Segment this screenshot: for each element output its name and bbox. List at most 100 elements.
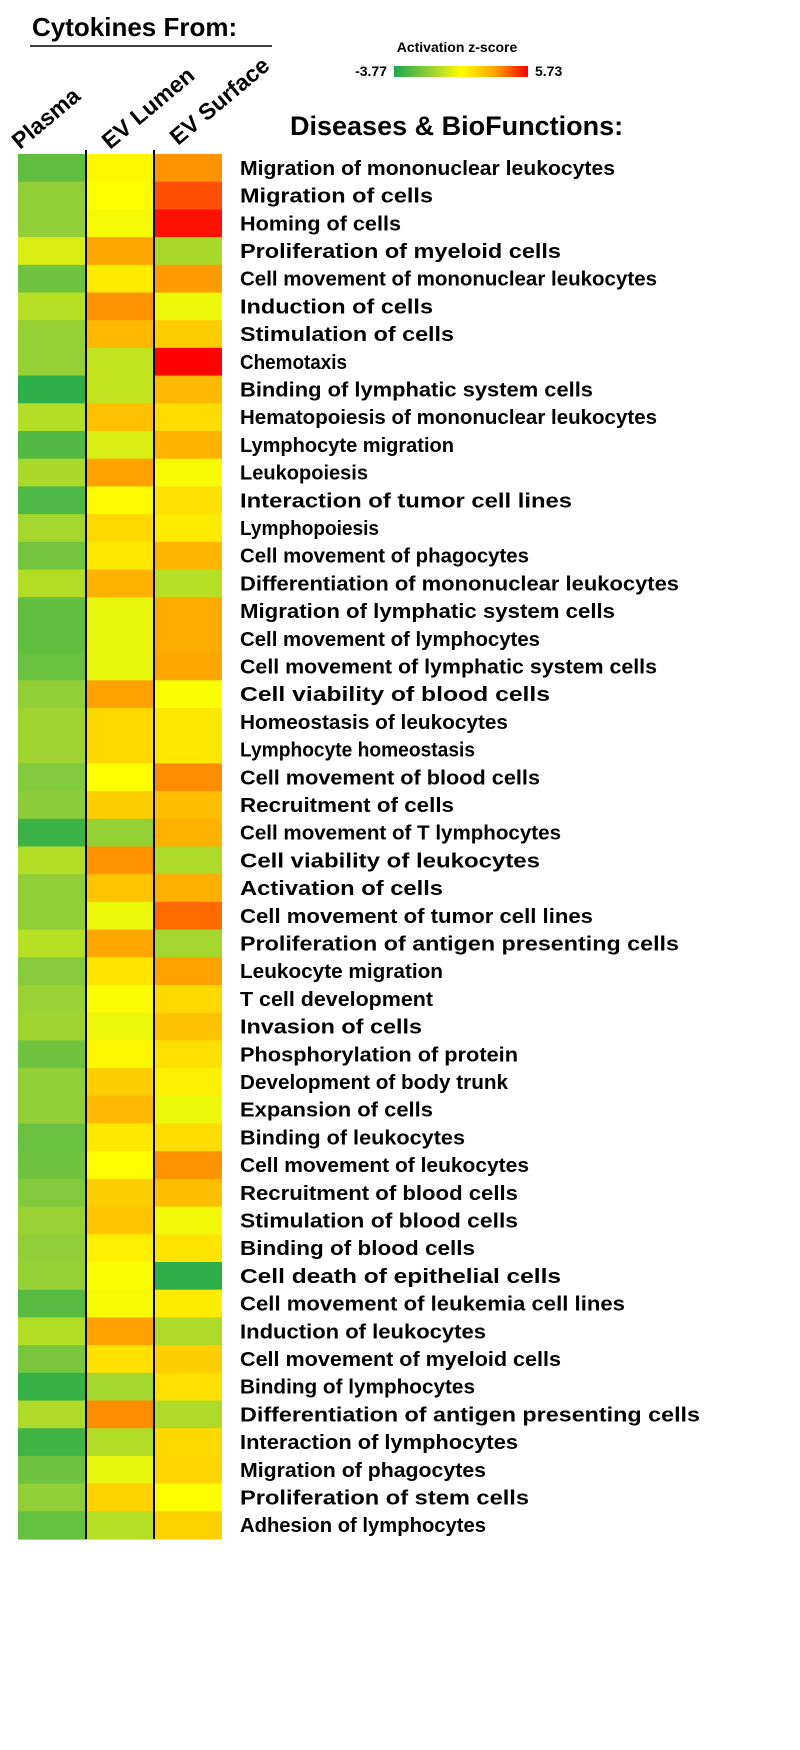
heatmap-cell: [86, 403, 154, 432]
heatmap-cell: [86, 154, 154, 183]
heatmap-cell: [18, 458, 86, 487]
heatmap-cell: [154, 791, 222, 820]
heatmap-cell: [154, 541, 222, 571]
heatmap-cell: [154, 1262, 222, 1291]
row-label: Migration of cells: [240, 186, 433, 208]
heatmap-cell: [154, 569, 222, 598]
colorbar-legend: Activation z-score -3.77 5.73: [355, 39, 562, 79]
row-label: Migration of phagocytes: [240, 1460, 486, 1482]
heatmap-cell: [18, 486, 86, 515]
column-dividers: [85, 150, 155, 1539]
heatmap-cell: [86, 624, 154, 654]
heatmap-cell: [86, 1262, 154, 1291]
heatmap-cell: [154, 1345, 222, 1374]
heatmap-cell: [18, 1345, 86, 1374]
heatmap-cell: [18, 1400, 86, 1429]
row-label: Interaction of tumor cell lines: [240, 490, 572, 512]
row-label: Cell viability of blood cells: [240, 684, 550, 706]
heatmap-cell: [154, 375, 222, 404]
heatmap-cell: [86, 514, 154, 543]
heatmap-cell: [86, 1068, 154, 1097]
heatmap-cell: [86, 431, 154, 460]
heatmap-cell: [18, 708, 86, 737]
row-labels: Migration of mononuclear leukocytes Migra…: [240, 158, 700, 1537]
heatmap-cell: [154, 957, 222, 986]
row-label: Chemotaxis: [240, 352, 347, 374]
heatmap-cell: [18, 597, 86, 626]
heatmap-cell: [18, 541, 86, 571]
row-label: Binding of lymphatic system cells: [240, 379, 593, 401]
heatmap-cell: [86, 1040, 154, 1069]
heatmap-cell: [154, 486, 222, 515]
heatmap-cell: [18, 403, 86, 432]
heatmap-cell: [18, 1262, 86, 1291]
heatmap-cell: [18, 569, 86, 598]
heatmap-cell: [154, 985, 222, 1014]
heatmap-cell: [86, 763, 154, 792]
row-label: Stimulation of cells: [240, 324, 454, 346]
heatmap-cell: [18, 1372, 86, 1402]
heatmap-cell: [18, 1428, 86, 1457]
heatmap-cell: [18, 929, 86, 958]
heatmap-cell: [154, 1206, 222, 1235]
row-label: Differentiation of mononuclear leukocyte…: [240, 573, 679, 595]
heatmap-cell: [18, 264, 86, 294]
heatmap-cell: [86, 1317, 154, 1346]
heatmap-cell: [18, 237, 86, 266]
heatmap-cell: [18, 1206, 86, 1235]
colorbar-gradient: [394, 66, 528, 77]
heatmap-cell: [154, 1400, 222, 1429]
heatmap-cell: [86, 597, 154, 626]
row-label: Binding of leukocytes: [240, 1127, 465, 1149]
heatmap-cell: [86, 1372, 154, 1402]
row-label: Hematopoiesis of mononuclear leukocytes: [240, 407, 657, 429]
heatmap-cell: [18, 652, 86, 681]
row-label: Binding of lymphocytes: [240, 1377, 475, 1399]
row-label: Recruitment of blood cells: [240, 1183, 518, 1205]
heatmap-cell: [86, 458, 154, 487]
heatmap-cell: [154, 403, 222, 432]
heatmap-cell: [154, 1123, 222, 1152]
heatmap-cell: [86, 1511, 154, 1540]
row-label: Expansion of cells: [240, 1100, 433, 1122]
heatmap-cell: [154, 1428, 222, 1457]
heatmap-cell: [86, 1455, 154, 1485]
heatmap-cell: [154, 1455, 222, 1485]
heatmap-cell: [154, 514, 222, 543]
heatmap-cell: [154, 680, 222, 709]
heatmap-cell: [154, 320, 222, 349]
row-axis-title: Diseases & BioFunctions:: [290, 111, 623, 141]
row-label: Cell movement of mononuclear leukocytes: [240, 269, 657, 291]
heatmap-cell: [154, 763, 222, 792]
heatmap-cell: [154, 181, 222, 210]
heatmap-cell: [154, 431, 222, 460]
row-label: Adhesion of lymphocytes: [240, 1515, 486, 1537]
heatmap-cells: [18, 154, 222, 1540]
heatmap-cell: [18, 957, 86, 986]
row-label: Interaction of lymphocytes: [240, 1432, 518, 1454]
heatmap-cell: [154, 1151, 222, 1180]
heatmap-cell: [86, 818, 154, 848]
heatmap-cell: [154, 597, 222, 626]
heatmap-cell: [18, 1483, 86, 1512]
column-label-plasma: Plasma: [7, 82, 86, 154]
row-label: Cell movement of lymphatic system cells: [240, 656, 657, 678]
row-label: Recruitment of cells: [240, 795, 454, 817]
heatmap-cell: [86, 957, 154, 986]
heatmap-cell: [86, 708, 154, 737]
heatmap-cell: [18, 181, 86, 210]
row-label: Leukocyte migration: [240, 961, 443, 983]
heatmap-cell: [86, 735, 154, 764]
heatmap-cell: [18, 680, 86, 709]
heatmap-cell: [154, 1234, 222, 1263]
row-label: Phosphorylation of protein: [240, 1044, 518, 1066]
row-label: Development of body trunk: [240, 1072, 509, 1094]
heatmap-cell: [18, 846, 86, 875]
row-label: Cell movement of myeloid cells: [240, 1349, 561, 1371]
heatmap-cell: [18, 1040, 86, 1069]
heatmap-cell: [18, 763, 86, 792]
heatmap-cell: [18, 1123, 86, 1152]
colorbar-min-label: -3.77: [355, 63, 387, 79]
